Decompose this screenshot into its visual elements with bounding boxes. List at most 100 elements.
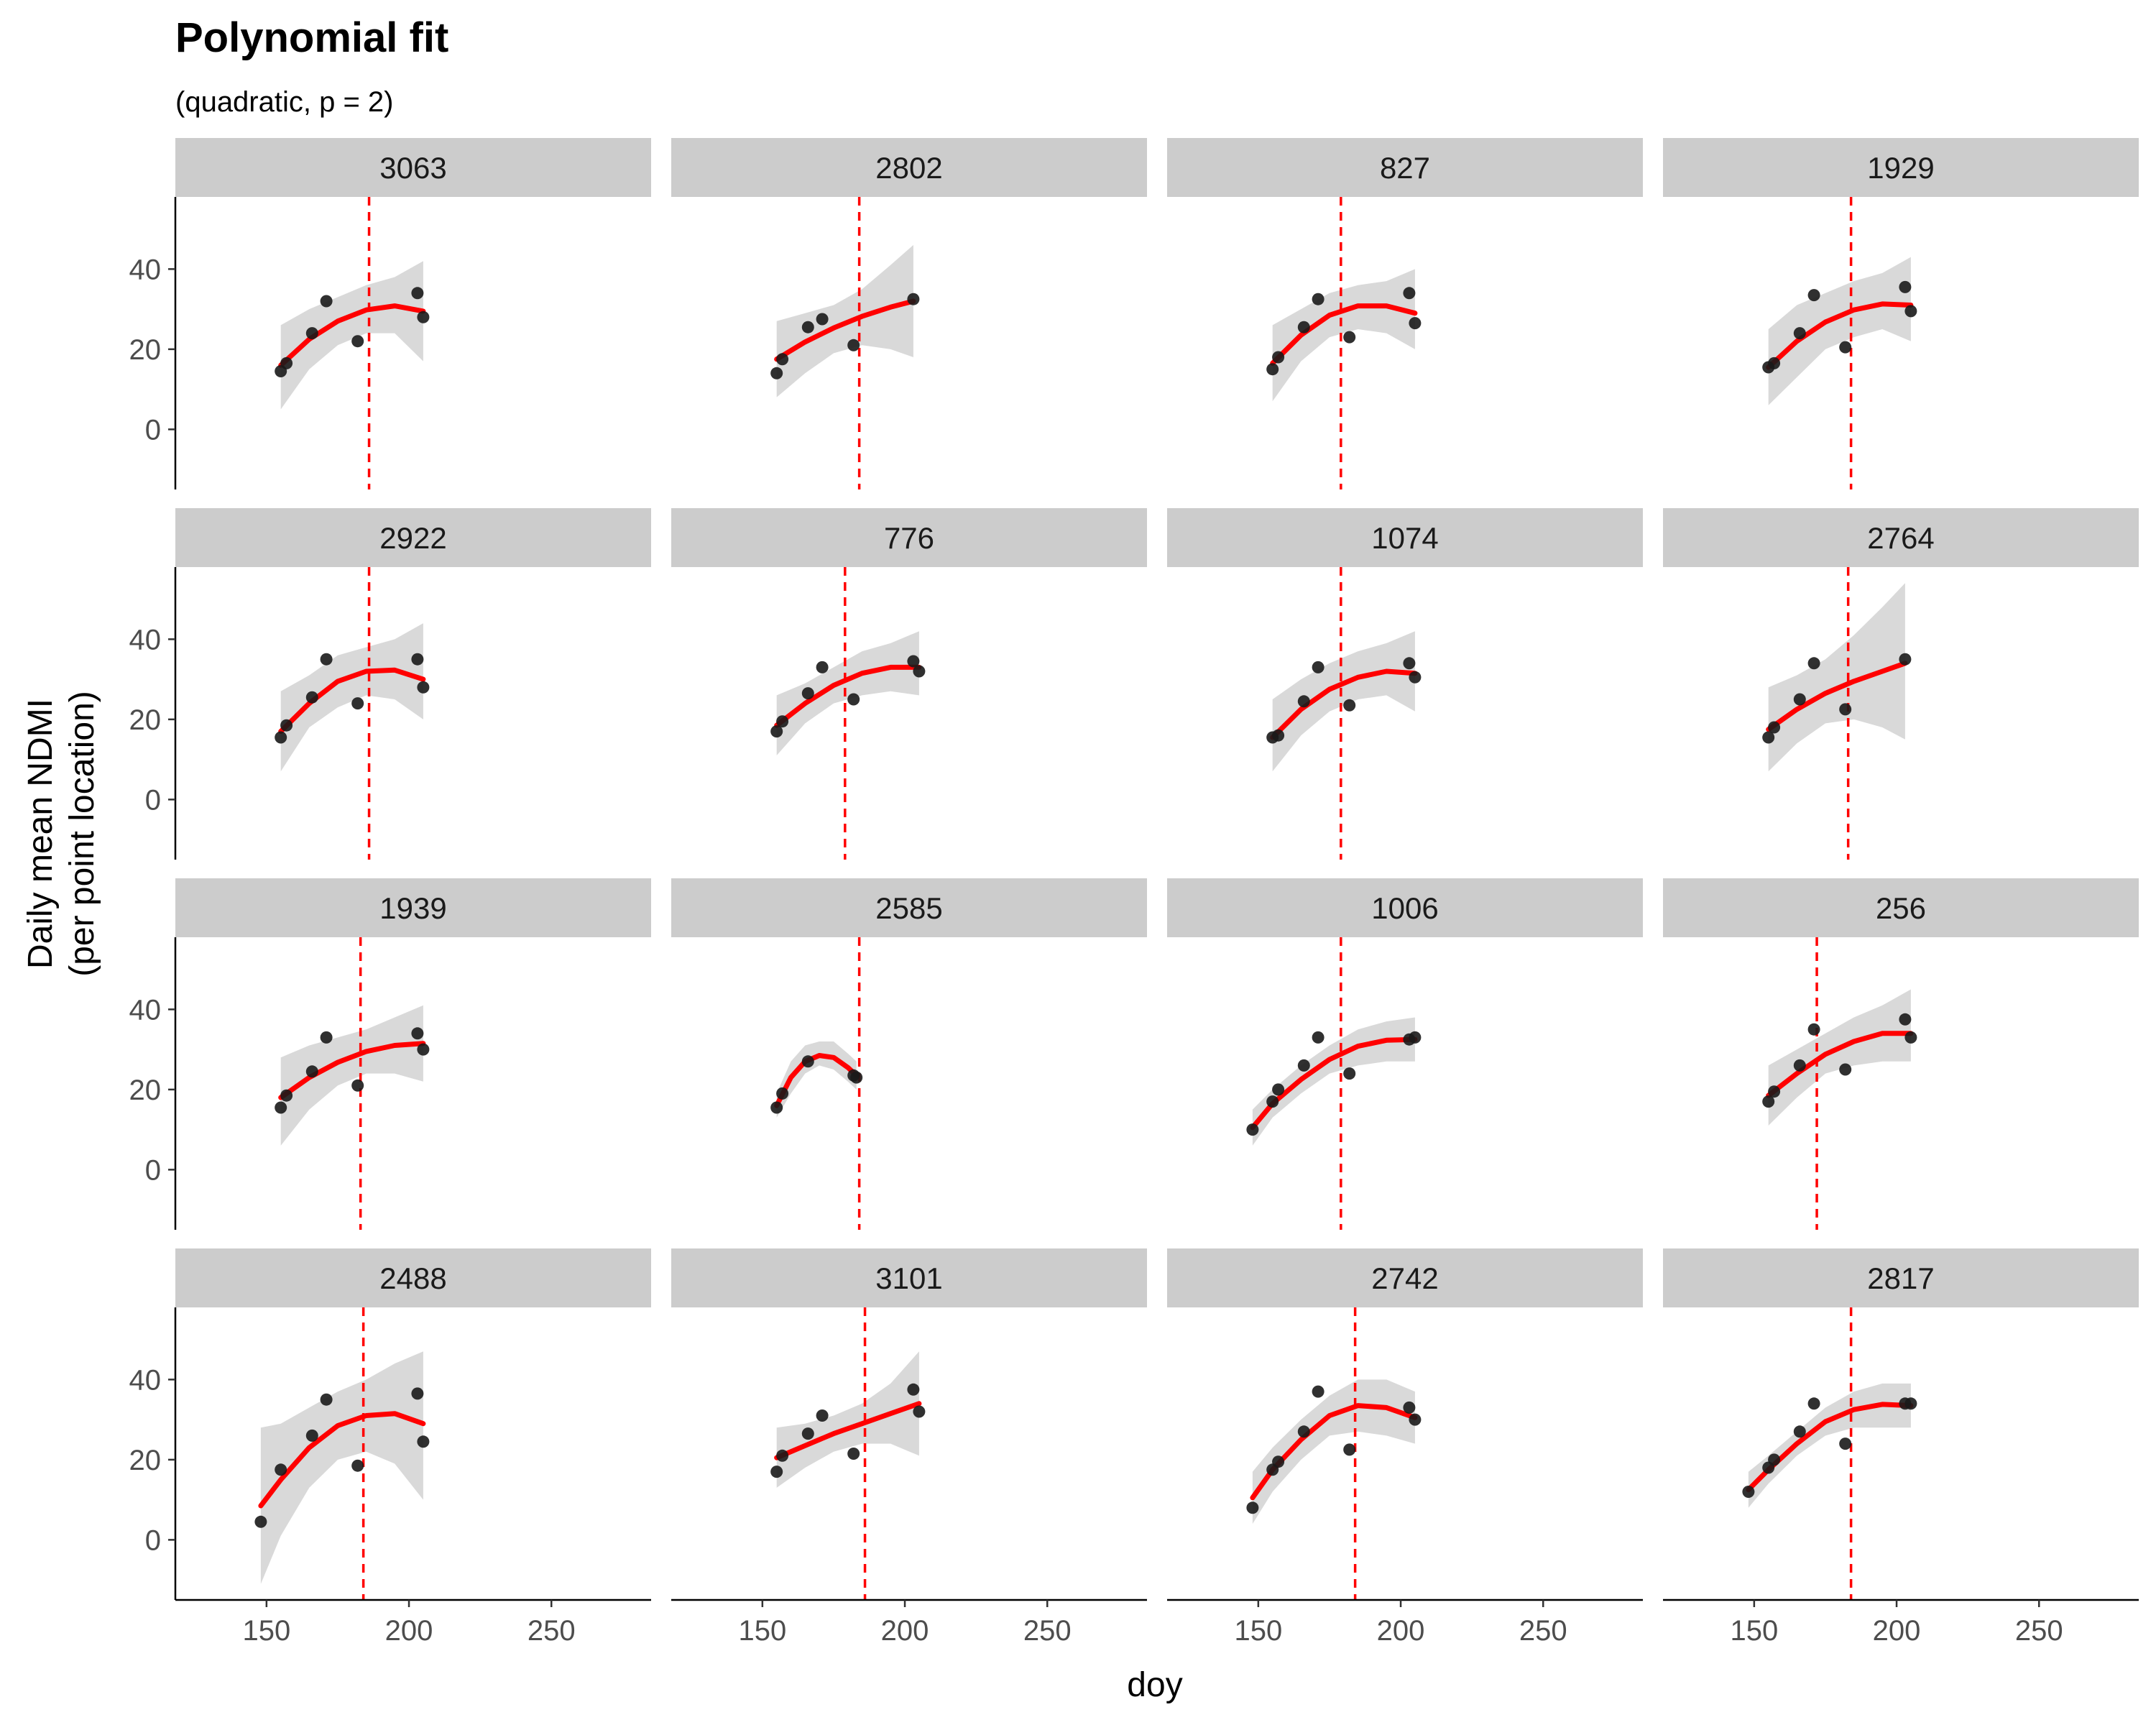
data-point	[1312, 1385, 1325, 1398]
data-point	[847, 339, 860, 351]
data-point	[417, 310, 430, 323]
fit-line	[258, 1411, 426, 1509]
facet-panel-1074: 1074	[1167, 508, 1643, 860]
facet-strip	[175, 138, 651, 197]
x-tick-label: 250	[1023, 1615, 1072, 1647]
data-point	[770, 1101, 783, 1114]
y-tick-label: 40	[129, 994, 162, 1026]
fit-line	[774, 664, 922, 728]
confidence-ribbon	[280, 261, 423, 410]
facet-strip-label: 1929	[1867, 151, 1934, 185]
data-point	[1409, 1031, 1422, 1044]
confidence-ribbon	[260, 1351, 423, 1584]
data-point	[351, 1459, 364, 1472]
data-point	[411, 287, 424, 300]
confidence-ribbon	[776, 1351, 919, 1488]
facet-strip-label: 2764	[1867, 521, 1934, 555]
facet-panel-2742: 2742 150 200 250	[1167, 1248, 1643, 1647]
data-point	[275, 1101, 287, 1114]
data-point	[1839, 703, 1852, 716]
data-point	[907, 293, 920, 305]
y-axis-title-line-2: (per point location)	[63, 691, 101, 977]
data-point	[1768, 1085, 1781, 1098]
data-point	[1312, 661, 1325, 673]
data-point	[1403, 1401, 1416, 1414]
data-point	[1343, 331, 1356, 344]
facet-strip	[671, 1248, 1147, 1307]
facet-strip	[175, 1248, 651, 1307]
data-point	[1904, 1031, 1917, 1044]
facet-panel-256: 256	[1663, 878, 2139, 1230]
data-point	[411, 1027, 424, 1040]
facet-strip	[1167, 508, 1643, 567]
data-point	[801, 687, 814, 700]
facet-strip-label: 1074	[1371, 521, 1438, 555]
data-point	[1899, 280, 1912, 293]
data-point	[1312, 293, 1325, 305]
data-point	[280, 719, 293, 732]
data-point	[847, 693, 860, 706]
data-point	[1899, 653, 1912, 666]
data-point	[1266, 363, 1279, 376]
data-point	[305, 327, 318, 340]
facet-panel-1939: 1939 0 20 40	[129, 878, 651, 1230]
x-tick-label: 150	[738, 1615, 786, 1647]
data-point	[1409, 671, 1422, 684]
facet-strip-label: 3101	[875, 1261, 942, 1295]
data-point	[1343, 699, 1356, 712]
data-point	[1768, 721, 1781, 734]
y-tick-label: 40	[129, 254, 162, 285]
data-point	[776, 1087, 789, 1100]
fit-line	[774, 1401, 922, 1460]
facet-strip	[1167, 1248, 1643, 1307]
data-point	[1899, 1013, 1912, 1026]
x-tick-label: 150	[1234, 1615, 1282, 1647]
data-point	[1768, 1453, 1781, 1466]
facet-strip-label: 776	[884, 521, 934, 555]
facet-panel-3063: 3063 0 20 40	[129, 138, 651, 489]
y-tick-label: 0	[145, 1154, 161, 1186]
data-point	[1768, 356, 1781, 369]
data-point	[1297, 1425, 1310, 1438]
data-point	[776, 353, 789, 366]
data-point	[320, 295, 333, 308]
confidence-ribbon	[1252, 1379, 1415, 1524]
data-point	[254, 1515, 267, 1528]
y-tick-label: 0	[145, 414, 161, 446]
facet-strip-label: 2922	[379, 521, 446, 555]
data-point	[907, 1383, 920, 1396]
data-point	[816, 313, 829, 326]
data-point	[1839, 341, 1852, 354]
y-tick-label: 0	[145, 784, 161, 816]
data-point	[816, 661, 829, 673]
data-point	[1793, 327, 1806, 340]
data-point	[1297, 695, 1310, 708]
data-point	[1793, 693, 1806, 706]
data-point	[275, 1463, 287, 1476]
fit-line	[278, 303, 426, 368]
data-point	[850, 1071, 863, 1084]
data-point	[280, 356, 293, 369]
fit-line	[1766, 1031, 1914, 1098]
facet-strip	[175, 508, 651, 567]
data-point	[1793, 1059, 1806, 1072]
facet-panel-2488: 2488 0 20 40 150 200 250	[129, 1248, 651, 1647]
y-tick-label: 0	[145, 1524, 161, 1556]
facet-strip	[1167, 878, 1643, 937]
facet-strip-label: 2802	[875, 151, 942, 185]
fit-line	[278, 1041, 426, 1100]
facet-panel-2802: 2802	[671, 138, 1147, 489]
x-tick-label: 200	[385, 1615, 433, 1647]
data-point	[417, 1435, 430, 1448]
fit-line	[1766, 661, 1908, 732]
data-point	[1343, 1443, 1356, 1456]
y-axis-title-line-1: Daily mean NDMI	[22, 699, 60, 969]
confidence-ribbon	[1272, 269, 1415, 402]
data-point	[1839, 1063, 1852, 1076]
data-point	[305, 1429, 318, 1442]
chart-title: Polynomial fit	[175, 14, 448, 61]
data-point	[305, 1065, 318, 1078]
data-point	[1904, 305, 1917, 318]
data-point	[305, 691, 318, 704]
